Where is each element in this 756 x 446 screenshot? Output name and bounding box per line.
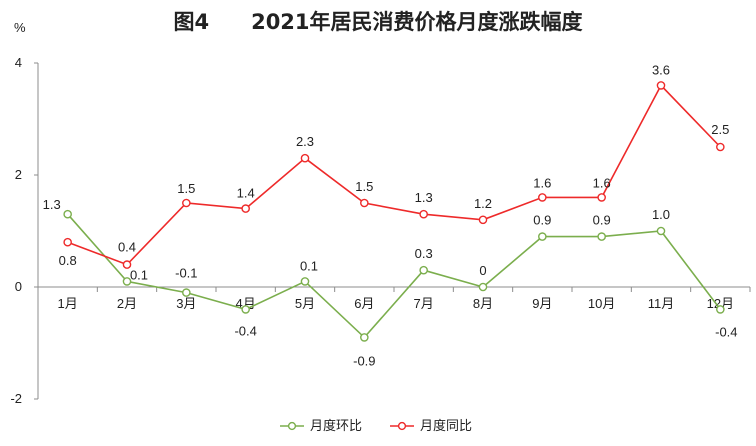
data-point [716, 305, 725, 314]
data-point [63, 237, 72, 247]
data-label: 1.0 [652, 207, 670, 222]
series-line [67, 84, 721, 266]
data-point [122, 277, 132, 286]
legend-swatch-marker [287, 421, 297, 431]
data-label: -0.4 [234, 323, 256, 338]
data-point [360, 198, 369, 208]
data-label: 0.8 [59, 253, 77, 268]
x-tick-label: 7月 [414, 296, 434, 311]
data-labels-layer: 1.3 0.1 -0.1 -0.4 0.1 -0.9 0.3 0 0.9 0.9 1.0 -0.4 0.… [43, 62, 738, 368]
data-point [63, 209, 72, 219]
data-point [182, 288, 191, 297]
data-label: 0.4 [118, 240, 136, 255]
y-tick-label: 0 [15, 279, 22, 294]
data-label: 3.6 [652, 62, 670, 77]
data-point [597, 232, 606, 241]
legend-item-2: 月度同比 [390, 418, 472, 434]
legend-item-1: 月度环比 [280, 418, 362, 434]
x-tick-label: 3月 [176, 296, 196, 311]
data-point [122, 260, 132, 269]
x-tick-label: 2月 [117, 296, 137, 311]
data-point [241, 305, 250, 314]
data-point [419, 209, 428, 219]
data-point [300, 153, 310, 163]
data-label: 1.3 [415, 190, 433, 205]
series-2 [63, 81, 725, 269]
data-point [538, 232, 547, 241]
legend-label: 月度同比 [420, 418, 472, 434]
data-label: 1.6 [593, 175, 611, 190]
data-label: 1.3 [43, 197, 61, 212]
x-tick-label: 9月 [532, 296, 552, 311]
data-label: 1.5 [355, 179, 373, 194]
data-point [716, 142, 725, 152]
legend-label: 月度环比 [310, 418, 362, 434]
data-label: 1.2 [474, 196, 492, 211]
data-point [478, 215, 488, 225]
series-layer [63, 81, 725, 342]
data-point [360, 333, 369, 342]
data-label: 0.1 [130, 267, 148, 282]
data-label: 1.6 [533, 175, 551, 190]
data-point [656, 81, 666, 90]
series-line [67, 213, 721, 339]
data-label: 0.3 [415, 246, 433, 261]
data-label: -0.9 [353, 353, 375, 368]
data-point [300, 277, 310, 286]
data-label: 2.3 [296, 134, 314, 149]
series-1 [63, 209, 725, 342]
y-tick-label: -2 [10, 391, 22, 406]
y-axis-unit-label: % [14, 20, 26, 35]
data-label: 2.5 [711, 122, 729, 137]
x-tick-label: 5月 [295, 296, 315, 311]
data-point [182, 198, 191, 208]
data-label: -0.1 [175, 266, 197, 281]
data-point [419, 265, 428, 275]
data-label: -0.4 [715, 324, 737, 339]
data-label: 0.9 [533, 213, 551, 228]
data-point [597, 193, 606, 202]
chart-title: 图4 2021年居民消费价格月度涨跌幅度 [173, 10, 582, 34]
x-tick-label: 10月 [588, 296, 615, 311]
data-point [241, 204, 250, 213]
data-label: 0.9 [593, 213, 611, 228]
x-tick-label: 6月 [354, 296, 374, 311]
x-tick-label: 11月 [648, 296, 675, 311]
data-label: 1.4 [237, 186, 255, 201]
data-label: 0.1 [300, 258, 318, 273]
data-point [478, 282, 488, 292]
x-tick-label: 1月 [58, 296, 78, 311]
data-label: 0 [479, 263, 486, 278]
y-tick-label: 4 [15, 55, 22, 70]
data-label: 1.5 [177, 181, 195, 196]
data-point [538, 193, 547, 202]
x-tick-label: 8月 [473, 296, 493, 311]
y-tick-label: 2 [15, 167, 22, 182]
data-point [656, 226, 666, 236]
legend: 月度环比 月度同比 [280, 418, 472, 434]
legend-swatch-marker [397, 421, 407, 431]
